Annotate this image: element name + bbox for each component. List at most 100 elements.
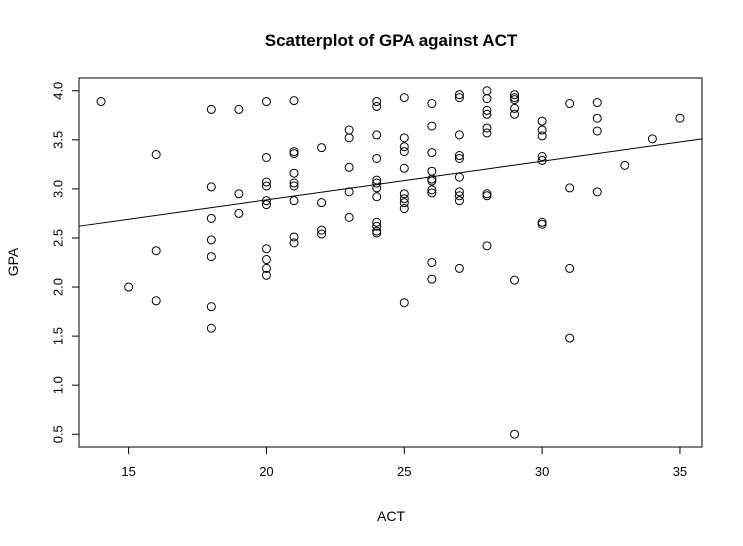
data-point [454, 90, 464, 100]
y-tick-label: 4.0 [51, 82, 66, 100]
data-point [537, 131, 547, 141]
data-point [289, 147, 299, 157]
data-point [647, 134, 657, 144]
data-point [399, 189, 409, 199]
y-tick-label: 2.0 [51, 278, 66, 296]
data-point [592, 187, 602, 197]
data-point [372, 228, 382, 238]
data-point [261, 200, 271, 210]
y-tick-label: 1.5 [51, 327, 66, 345]
data-point [96, 97, 106, 107]
data-point [372, 183, 382, 193]
data-point [565, 99, 575, 109]
data-point [372, 153, 382, 163]
data-point [289, 178, 299, 188]
data-point [399, 142, 409, 152]
data-point [317, 198, 327, 208]
y-axis-label: GPA [5, 247, 21, 276]
data-point [427, 258, 437, 267]
data-point [234, 208, 244, 218]
data-point [344, 125, 354, 135]
data-point [537, 125, 547, 135]
data-point [151, 246, 161, 256]
data-point [399, 198, 409, 208]
data-point [206, 323, 216, 333]
data-point [372, 192, 382, 202]
data-point [454, 130, 464, 140]
x-tick-label: 20 [259, 464, 273, 479]
data-point [427, 188, 437, 198]
data-point [482, 94, 492, 104]
data-point [427, 121, 437, 131]
data-point [454, 93, 464, 103]
y-tick-label: 3.5 [51, 131, 66, 149]
data-point [151, 296, 161, 306]
data-point [565, 263, 575, 273]
data-point [372, 221, 382, 231]
data-point [510, 275, 520, 285]
x-axis: 15 20 25 30 35 [121, 447, 687, 479]
data-point [344, 187, 354, 197]
data-point [399, 298, 409, 308]
data-point [372, 130, 382, 140]
data-point [510, 103, 520, 113]
data-point [206, 213, 216, 223]
data-point [510, 90, 520, 100]
data-point [454, 263, 464, 273]
data-point [565, 333, 575, 343]
data-point [261, 152, 271, 162]
data-point [399, 133, 409, 143]
data-point [261, 97, 271, 107]
data-point [372, 101, 382, 111]
data-point [344, 162, 354, 172]
data-point [372, 217, 382, 227]
data-points [96, 86, 685, 439]
data-point [592, 113, 602, 123]
data-point [427, 99, 437, 109]
data-point [151, 150, 161, 160]
data-point [261, 263, 271, 273]
data-point [510, 109, 520, 119]
data-point [289, 238, 299, 248]
data-point [537, 116, 547, 126]
data-point [206, 235, 216, 245]
data-point [372, 226, 382, 236]
data-point [482, 241, 492, 251]
data-point [289, 149, 299, 159]
data-point [482, 191, 492, 201]
data-point [261, 255, 271, 265]
data-point [427, 185, 437, 195]
data-point [565, 183, 575, 193]
y-axis: 0.5 1.0 1.5 2.0 2.5 3.0 3.5 4.0 [51, 82, 79, 443]
x-axis-label: ACT [377, 508, 405, 524]
data-point [344, 133, 354, 143]
data-point [510, 429, 520, 439]
chart-title: Scatterplot of GPA against ACT [265, 31, 518, 50]
data-point [317, 143, 327, 153]
data-point [206, 104, 216, 114]
data-point [537, 152, 547, 162]
data-point [261, 181, 271, 191]
data-point [454, 151, 464, 161]
data-point [206, 302, 216, 312]
data-point [537, 217, 547, 227]
regression-line [78, 138, 703, 227]
data-point [620, 160, 630, 170]
data-point [289, 232, 299, 242]
x-tick-label: 25 [397, 464, 411, 479]
data-point [261, 244, 271, 254]
data-point [261, 196, 271, 206]
data-point [427, 166, 437, 176]
data-point [399, 163, 409, 173]
data-point [592, 126, 602, 136]
data-point [537, 155, 547, 165]
data-point [261, 177, 271, 187]
data-point [482, 86, 492, 96]
x-tick-label: 15 [121, 464, 135, 479]
x-tick-label: 35 [673, 464, 687, 479]
data-point [482, 109, 492, 119]
data-point [454, 196, 464, 206]
data-point [510, 95, 520, 105]
data-point [289, 196, 299, 206]
